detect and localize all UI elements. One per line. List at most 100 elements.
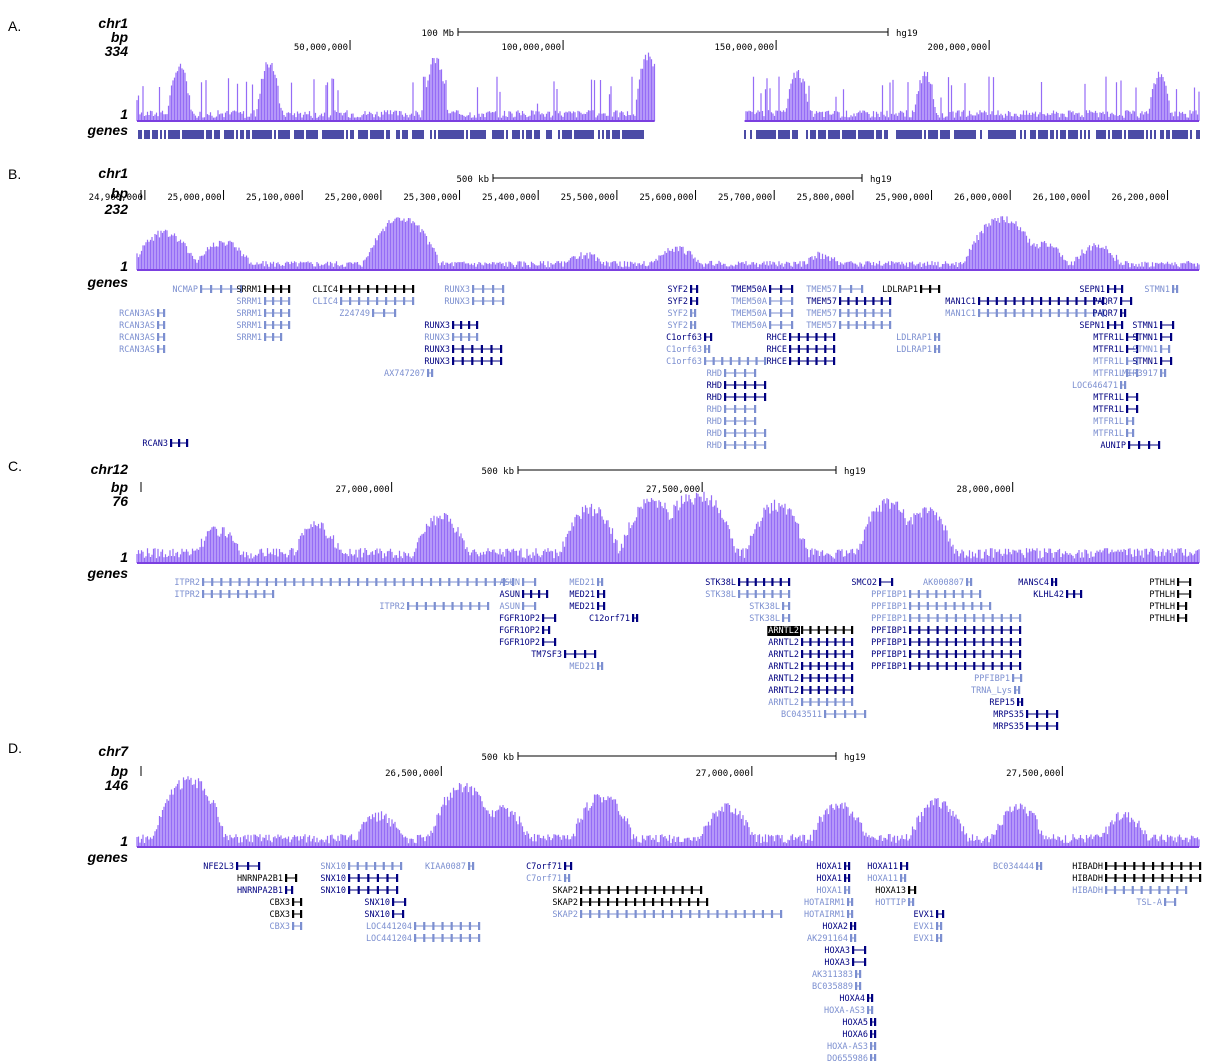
gene-exon: [859, 982, 861, 990]
gene-exon: [848, 886, 850, 894]
gene-exon: [396, 874, 398, 882]
gene-label: HOXA3: [824, 946, 850, 956]
gene-exon: [311, 578, 313, 586]
gene-label: AX747207: [384, 369, 425, 379]
gene-exon: [964, 638, 966, 646]
gene-exon: [955, 614, 957, 622]
gene-exon: [791, 285, 793, 293]
gene-exon: [824, 710, 826, 718]
gene-exon: [818, 626, 820, 634]
gene-label: MRPS35: [993, 722, 1024, 732]
gene-exon: [1160, 345, 1162, 353]
gene-exon: [851, 686, 853, 694]
gene-exon: [617, 886, 619, 894]
gene-exon: [1005, 309, 1007, 317]
gene-label: KLHL42: [1033, 590, 1064, 600]
gene-exon: [843, 650, 845, 658]
gene-label: SNX10: [320, 874, 346, 884]
gene-exon: [697, 898, 699, 906]
gene-exon: [211, 578, 213, 586]
gene-label: PPFIBP1: [871, 626, 907, 636]
gene-exon: [1124, 309, 1126, 317]
gene-exon: [598, 910, 600, 918]
gene-exon: [864, 946, 866, 954]
gene-exon: [809, 674, 811, 682]
gene-exon: [255, 590, 257, 598]
gene-label: ARNTL2: [768, 686, 799, 696]
gene-exon: [780, 910, 782, 918]
gene-label: PTHLH: [1149, 614, 1175, 624]
gene-exon: [616, 910, 618, 918]
gene-label: MTFR1L: [1093, 345, 1124, 355]
gene-label: BC034444: [993, 862, 1034, 872]
gene-exon: [478, 934, 480, 942]
gene-exon: [826, 626, 828, 634]
gene-exon: [396, 886, 398, 894]
gene-exon: [441, 934, 443, 942]
gene-exon: [807, 333, 809, 341]
gene-exon: [300, 922, 302, 930]
gene-exon: [468, 321, 470, 329]
gene-exon: [1020, 674, 1022, 682]
gene-exon: [844, 710, 846, 718]
gene-label: RHCE: [767, 357, 787, 367]
gene-exon: [874, 1054, 876, 1061]
gene-exon: [554, 638, 556, 646]
gene-label: SNX10: [364, 910, 390, 920]
gene-label: PPFIBP1: [974, 674, 1010, 684]
coord-tick-label: 25,400,000: [482, 193, 536, 203]
gene-exon: [940, 922, 942, 930]
gene-exon: [908, 898, 910, 906]
gene-exon: [1049, 309, 1051, 317]
gene-label: HOTAIRM1: [804, 910, 845, 920]
gene-label: STMN1: [1132, 345, 1158, 355]
gene-exon: [782, 602, 784, 610]
gene-exon: [826, 650, 828, 658]
gene-exon: [643, 898, 645, 906]
gene-exon: [851, 626, 853, 634]
gene-exon: [340, 285, 342, 293]
gene-exon: [936, 922, 938, 930]
gene-label: HNRNPA2B1: [237, 886, 283, 896]
gene-label: HOXA11: [867, 862, 898, 872]
gene-exon: [992, 638, 994, 646]
gene-exon: [412, 297, 414, 305]
gene-exon: [1124, 874, 1126, 882]
gene-exon: [982, 626, 984, 634]
gene-exon: [850, 934, 852, 942]
gene-exon: [670, 898, 672, 906]
gene-label: TMEM50A: [731, 285, 767, 295]
gene-label: SYF2: [668, 285, 688, 295]
gene-exon: [542, 626, 544, 634]
gene-exon: [1180, 862, 1182, 870]
gene-exon: [934, 333, 936, 341]
gene-label: ASUN: [500, 602, 520, 612]
gene-label: SRRM1: [236, 285, 262, 295]
gene-label: C1orf63: [666, 333, 702, 343]
gene-exon: [451, 934, 453, 942]
gene-exon: [992, 626, 994, 634]
gene-exon: [801, 626, 803, 634]
gene-label: STMN1: [1132, 321, 1158, 331]
gene-exon: [568, 874, 570, 882]
gene-exon: [851, 662, 853, 670]
gene-exon: [754, 441, 756, 449]
gene-exon: [554, 614, 556, 622]
gene-exon: [946, 650, 948, 658]
coord-tick-label: 200,000,000: [928, 43, 988, 53]
gene-exon: [791, 297, 793, 305]
gene-exon: [854, 934, 856, 942]
gene-label: SYF2: [668, 321, 688, 331]
gene-exon: [914, 886, 916, 894]
gene-exon: [861, 285, 863, 293]
gene-exon: [734, 369, 736, 377]
gene-exon: [815, 357, 817, 365]
gene-exon: [798, 333, 800, 341]
gene-exon: [937, 662, 939, 670]
gene-exon: [1001, 650, 1003, 658]
gene-exon: [934, 345, 936, 353]
gene-exon: [724, 393, 726, 401]
gene-exon: [987, 297, 989, 305]
gene-exon: [580, 886, 582, 894]
signal-area: [137, 776, 1199, 847]
